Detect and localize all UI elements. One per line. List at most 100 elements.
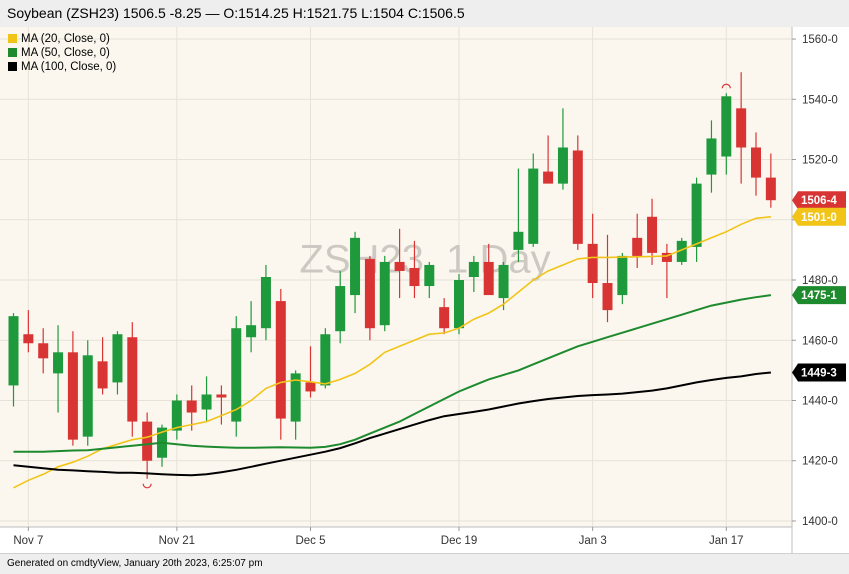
price-label-text: 1501-0 bbox=[801, 212, 837, 224]
candle-body bbox=[67, 352, 78, 440]
price-label: 1506-4 bbox=[792, 191, 846, 210]
footer-text: Generated on cmdtyView, January 20th 202… bbox=[7, 558, 263, 569]
price-label-bg bbox=[792, 363, 846, 382]
candle-down bbox=[736, 72, 747, 184]
candle-down bbox=[275, 289, 286, 440]
candle-body bbox=[572, 150, 583, 244]
candle-up bbox=[320, 328, 331, 389]
candle-body bbox=[454, 280, 464, 329]
price-label-text: 1506-4 bbox=[801, 195, 837, 207]
candle-down bbox=[587, 213, 598, 299]
candle-up bbox=[335, 270, 346, 344]
y-tick-label: 1420-0 bbox=[802, 456, 838, 468]
y-tick-label: 1560-0 bbox=[802, 34, 838, 46]
candle-body bbox=[721, 96, 732, 157]
candle-body bbox=[513, 231, 524, 250]
candle-up bbox=[112, 331, 123, 395]
high-marker bbox=[721, 83, 731, 89]
candle-body bbox=[424, 264, 435, 287]
chart-title-bar: Soybean (ZSH23) 1506.5 -8.25 — O:1514.25… bbox=[0, 0, 849, 28]
candle-up bbox=[468, 255, 479, 293]
y-tick-label: 1400-0 bbox=[802, 516, 838, 528]
candle-down bbox=[186, 385, 197, 431]
candle-body bbox=[632, 237, 643, 256]
candle-body bbox=[409, 267, 420, 287]
candle-up bbox=[557, 108, 568, 190]
candle-body bbox=[736, 108, 747, 148]
candle-down bbox=[661, 243, 672, 299]
low-marker bbox=[142, 483, 152, 489]
candle-body bbox=[82, 355, 93, 437]
legend-item-ma100[interactable]: MA (100, Close, 0) bbox=[8, 61, 116, 73]
candle-down bbox=[216, 385, 227, 425]
candle-up bbox=[171, 394, 182, 440]
x-tick-label: Nov 21 bbox=[159, 535, 195, 547]
candle-down bbox=[751, 132, 761, 196]
candle-body bbox=[364, 258, 375, 329]
candle-body bbox=[394, 261, 405, 271]
candle-body bbox=[127, 337, 138, 422]
legend-swatch-ma50 bbox=[8, 48, 17, 57]
price-label: 1501-0 bbox=[792, 207, 846, 226]
x-tick-label: Dec 5 bbox=[295, 535, 325, 547]
candle-up bbox=[617, 252, 628, 305]
candle-body bbox=[231, 328, 242, 422]
legend-item-ma50[interactable]: MA (50, Close, 0) bbox=[8, 47, 110, 59]
chart-title: Soybean (ZSH23) 1506.5 -8.25 — O:1514.25… bbox=[7, 5, 465, 21]
candle-body bbox=[142, 421, 153, 461]
candle-body bbox=[676, 240, 687, 262]
candle-body bbox=[290, 373, 301, 422]
candle-down bbox=[543, 135, 554, 184]
y-tick-label: 1540-0 bbox=[802, 94, 838, 106]
candle-up bbox=[691, 177, 702, 262]
candle-body bbox=[379, 261, 390, 326]
candle-up bbox=[231, 316, 242, 437]
candle-body bbox=[765, 177, 776, 201]
candle-body bbox=[275, 301, 286, 419]
candle-body bbox=[602, 283, 613, 311]
candle-up bbox=[53, 325, 64, 413]
candle-body bbox=[706, 138, 717, 175]
candle-up bbox=[424, 261, 435, 299]
candle-body bbox=[751, 147, 761, 178]
candle-up bbox=[498, 261, 509, 311]
grid-lines bbox=[0, 27, 792, 527]
candle-body bbox=[112, 334, 123, 383]
candle-down bbox=[647, 198, 658, 265]
legend-swatch-ma20 bbox=[8, 34, 17, 43]
candle-body bbox=[97, 361, 108, 389]
candle-up bbox=[528, 153, 539, 247]
candle-body bbox=[216, 394, 227, 398]
candle-up bbox=[350, 231, 361, 314]
candle-body bbox=[647, 216, 658, 253]
price-label-bg bbox=[792, 286, 846, 305]
candle-up bbox=[290, 370, 301, 440]
x-tick-label: Jan 3 bbox=[579, 535, 607, 547]
candle-body bbox=[661, 252, 672, 262]
x-tick-label: Dec 19 bbox=[441, 535, 477, 547]
candle-up bbox=[260, 264, 271, 341]
candle-up bbox=[201, 376, 212, 422]
candle-down bbox=[632, 213, 643, 268]
price-label: 1449-3 bbox=[792, 363, 846, 382]
candle-body bbox=[23, 334, 34, 344]
candle-up bbox=[246, 301, 257, 353]
candle-body bbox=[335, 286, 346, 332]
legend-item-ma20[interactable]: MA (20, Close, 0) bbox=[8, 33, 110, 45]
candle-body bbox=[320, 334, 331, 386]
price-label: 1475-1 bbox=[792, 286, 846, 305]
candle-body bbox=[468, 261, 479, 277]
candle-up bbox=[454, 273, 464, 335]
candle-body bbox=[617, 255, 628, 296]
x-tick-label: Jan 17 bbox=[709, 535, 744, 547]
plot-background bbox=[0, 27, 792, 527]
ma20-line bbox=[13, 216, 771, 489]
candle-down bbox=[483, 243, 494, 296]
candle-down bbox=[765, 153, 776, 208]
candle-down bbox=[97, 337, 108, 395]
candle-body bbox=[439, 307, 450, 329]
price-chart[interactable]: ZSH23, 1 Day1400-01420-01440-01460-01480… bbox=[0, 27, 849, 553]
candle-body bbox=[691, 183, 702, 247]
y-tick-label: 1520-0 bbox=[802, 155, 838, 167]
candle-body bbox=[186, 400, 197, 413]
